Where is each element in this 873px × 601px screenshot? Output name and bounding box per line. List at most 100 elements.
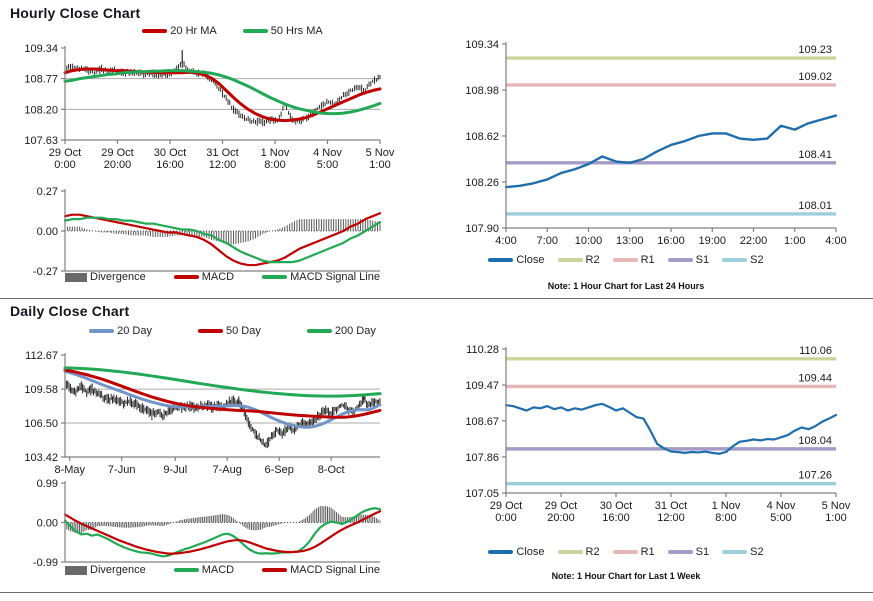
legend-item: 50 Day [198,325,261,337]
series-close [504,114,838,189]
svg-text:0.00: 0.00 [37,518,58,530]
svg-text:4:00: 4:00 [495,235,516,247]
legend-line-swatch [173,568,199,572]
svg-text:0.00: 0.00 [37,226,58,238]
legend-line-swatch [557,258,583,262]
legend-line-swatch [242,29,268,33]
legend-item: 200 Day [306,325,376,337]
svg-text:108.62: 108.62 [465,131,499,143]
hourly-pivot-legend: Close R2 R1 S1 S2 [456,254,796,266]
pivot-level-s1: 108.41 [506,149,836,165]
legend-label: S2 [750,546,764,558]
legend-label: S2 [750,254,764,266]
hourly-macd-legend: Divergence MACD MACD Signal Line [65,271,380,283]
svg-text:-0.99: -0.99 [33,557,58,569]
svg-text:106.50: 106.50 [24,418,58,430]
svg-text:-0.27: -0.27 [33,266,58,278]
legend-item: MACD [173,271,234,283]
hourly-pivot-chart: 109.23109.02108.41108.01109.34108.98108.… [465,39,846,247]
hourly-section-title: Hourly Close Chart [10,5,141,21]
series-20-day [63,369,382,429]
svg-text:109.23: 109.23 [798,44,832,56]
series-50-day [63,368,382,419]
axes: 0.99 0.00 -0.99 [33,478,380,569]
svg-text:107.26: 107.26 [798,470,832,482]
legend-label: MACD [201,564,235,576]
pivot-level-r1: 109.02 [506,71,836,87]
pivot-level-s2: 108.01 [506,200,836,216]
series-close [504,402,838,455]
legend-label: Close [516,546,545,558]
axes: 112.67 109.58 106.50 103.428-May 7-Jun 9-Jul 7… [24,350,380,476]
svg-text:16:00: 16:00 [657,235,685,247]
svg-text:108.04: 108.04 [798,435,832,447]
hourly-pivot-note: Note: 1 Hour Chart for Last 24 Hours [547,281,705,291]
legend-item: R2 [557,546,600,558]
legend-label: Close [516,254,545,266]
bottom-divider [0,592,873,593]
legend-item: 20 Hr MA [142,25,217,37]
svg-text:8-Oct: 8-Oct [318,464,345,476]
legend-line-swatch [306,329,332,333]
legend-line-swatch [612,550,638,554]
legend-line-swatch [722,258,748,262]
svg-text:19:00: 19:00 [698,235,726,247]
svg-text:103.42: 103.42 [24,452,58,464]
legend-label: MACD Signal Line [290,564,380,576]
legend-label: R1 [640,254,655,266]
daily-pivot-chart: 110.06 109.44 108.04 107.26 110.28 109.47 108.… [465,344,851,524]
legend-item: MACD Signal Line [262,564,380,576]
legend-line-swatch [262,568,288,572]
legend-label: S1 [695,254,710,266]
series-macd-signal-line [63,510,382,555]
legend-item: Close [488,254,545,266]
legend-line-swatch [667,550,693,554]
series-macd [63,212,382,267]
pivot-level-r2: 109.23 [506,44,836,60]
hourly-price-legend: 20 Hr MA 50 Hrs MA [75,25,390,37]
legend-item: S1 [667,254,710,266]
svg-text:110.06: 110.06 [799,345,832,357]
series-200-day [63,366,382,398]
legend-item: MACD Signal Line [262,271,380,283]
axes: 0.27 0.00 -0.27 [33,186,380,278]
svg-text:112.67: 112.67 [25,350,58,362]
legend-line-swatch [89,329,115,333]
legend-bar-swatch [65,272,88,282]
daily-macd-chart: 0.99 0.00 -0.99 [33,478,382,569]
legend-item: 50 Hrs MA [242,25,323,37]
legend-line-swatch [612,258,638,262]
legend-item: S2 [722,546,764,558]
legend-label: 50 Hrs MA [270,25,323,37]
pivot-level-s1: 108.04 [506,435,836,451]
legend-line-swatch [262,275,288,279]
plot-area: 109.23 109.02 108.41 108.01 [504,44,838,216]
legend-label: Divergence [90,271,146,283]
svg-text:4:00: 4:00 [825,235,846,247]
legend-line-swatch [198,329,223,333]
svg-text:109.34: 109.34 [465,39,499,51]
svg-text:109.02: 109.02 [798,71,832,83]
legend-label: 200 Day [334,325,376,337]
svg-text:107.90: 107.90 [465,223,499,235]
legend-label: Divergence [90,564,146,576]
daily-section-title: Daily Close Chart [10,303,130,319]
legend-item: 20 Day [89,325,152,337]
plot-area [63,366,382,449]
legend-label: R1 [640,546,655,558]
legend-label: MACD Signal Line [290,271,380,283]
legend-line-swatch [557,550,583,554]
svg-text:7-Aug: 7-Aug [213,464,242,476]
daily-macd-legend: Divergence MACD MACD Signal Line [65,564,380,576]
legend-label: 50 Day [226,325,261,337]
legend-line-swatch [142,29,168,33]
section-divider [0,298,873,299]
